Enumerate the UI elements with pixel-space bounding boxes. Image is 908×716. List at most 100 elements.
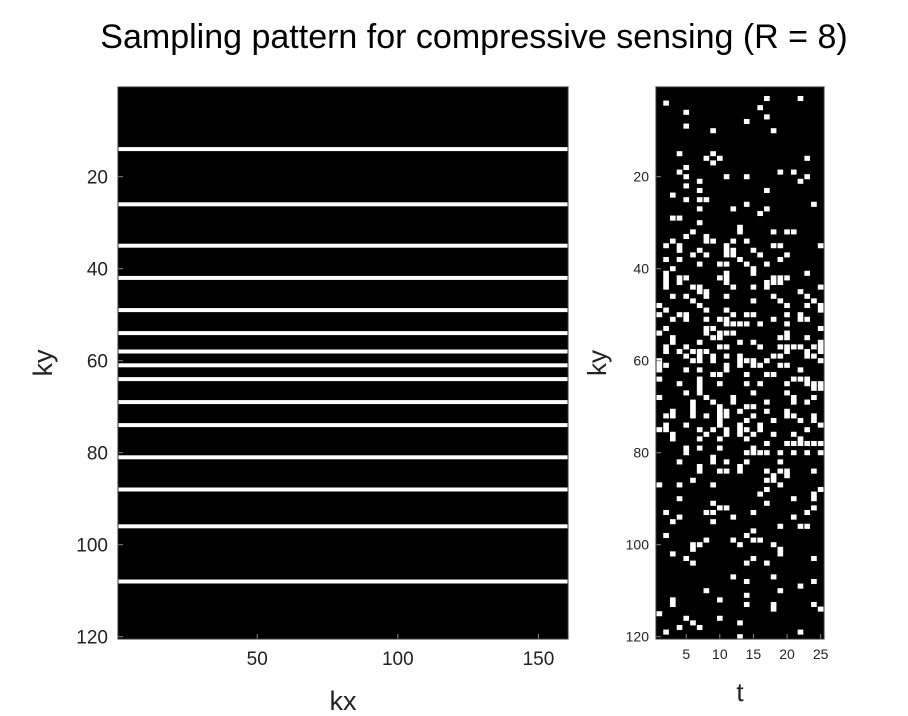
- sample-point: [717, 408, 723, 414]
- sample-point: [663, 270, 669, 276]
- sample-point: [784, 344, 790, 350]
- sample-point: [777, 279, 784, 286]
- sample-point: [669, 413, 676, 419]
- sample-point: [777, 450, 784, 456]
- sample-point: [743, 450, 750, 456]
- sample-point: [663, 279, 669, 286]
- sample-point: [683, 233, 690, 240]
- sample-point: [804, 376, 811, 382]
- sample-point: [696, 247, 703, 253]
- left-ytick-label: 60: [87, 351, 108, 372]
- sample-point: [696, 390, 703, 396]
- sample-point: [790, 514, 797, 520]
- sample-point: [710, 509, 716, 516]
- sample-point: [817, 381, 824, 387]
- right-xtick-label: 20: [779, 646, 795, 662]
- sample-point: [710, 128, 716, 134]
- sample-point: [703, 293, 710, 299]
- sample-point: [757, 210, 763, 217]
- sample-point: [764, 95, 770, 102]
- sample-point: [696, 385, 703, 391]
- sample-point: [676, 275, 683, 281]
- sample-point: [750, 404, 757, 410]
- sample-point: [723, 279, 730, 286]
- sample-point: [676, 624, 683, 631]
- right-x-axis-label: t: [736, 677, 744, 707]
- sample-point: [669, 293, 676, 299]
- sampled-ky-line: [118, 377, 568, 382]
- sample-point: [770, 243, 777, 249]
- sample-point: [743, 436, 750, 442]
- sample-point: [737, 427, 743, 433]
- sample-point: [717, 436, 723, 442]
- sample-point: [690, 298, 696, 304]
- sample-point: [717, 417, 723, 424]
- sample-point: [737, 468, 743, 474]
- sample-point: [676, 243, 683, 249]
- sample-point: [703, 155, 710, 161]
- sample-point: [683, 615, 690, 621]
- sample-point: [743, 358, 750, 364]
- sample-point: [790, 394, 797, 401]
- sample-point: [784, 275, 790, 281]
- sample-point: [703, 233, 710, 240]
- sample-point: [737, 256, 743, 263]
- sample-point: [710, 454, 716, 460]
- sample-point: [797, 312, 804, 318]
- sample-point: [797, 629, 804, 635]
- sample-point: [817, 325, 824, 332]
- sample-point: [710, 325, 716, 332]
- sample-point: [784, 408, 790, 414]
- sample-point: [696, 445, 703, 451]
- sample-point: [683, 353, 690, 359]
- sample-point: [683, 390, 690, 396]
- sample-point: [676, 247, 683, 253]
- sample-point: [737, 431, 743, 437]
- sample-point: [676, 459, 683, 465]
- sample-point: [811, 344, 817, 350]
- sample-point: [770, 477, 777, 483]
- left-ytick-label: 20: [87, 167, 108, 188]
- sample-point: [663, 629, 669, 635]
- sample-point: [743, 201, 750, 207]
- sample-point: [696, 178, 703, 184]
- left-xtick-label: 50: [247, 649, 268, 670]
- sample-point: [784, 348, 790, 355]
- sample-point: [777, 169, 784, 175]
- sample-point: [804, 399, 811, 405]
- sample-point: [750, 266, 757, 272]
- sample-point: [663, 256, 669, 263]
- sample-point: [750, 390, 757, 396]
- sample-point: [817, 302, 824, 309]
- sample-point: [764, 468, 770, 474]
- sample-point: [797, 95, 804, 102]
- sample-point: [743, 174, 750, 180]
- sample-point: [683, 445, 690, 451]
- sample-point: [703, 316, 710, 322]
- sample-point: [804, 348, 811, 355]
- sample-point: [723, 459, 730, 465]
- right-xtick-label: 15: [746, 646, 762, 662]
- sample-point: [683, 197, 690, 203]
- sample-point: [757, 427, 763, 433]
- sample-point: [676, 215, 683, 221]
- sample-point: [669, 601, 676, 608]
- sampled-ky-line: [118, 331, 568, 336]
- sample-point: [696, 261, 703, 267]
- sample-point: [723, 275, 730, 281]
- sample-point: [683, 367, 690, 373]
- sample-point: [663, 100, 669, 106]
- sample-point: [730, 537, 737, 543]
- sample-point: [790, 229, 797, 235]
- sample-point: [757, 321, 763, 327]
- sample-point: [750, 450, 757, 456]
- sample-point: [811, 413, 817, 419]
- sample-point: [717, 316, 723, 322]
- sample-point: [683, 174, 690, 180]
- right-ytick-label: 60: [633, 353, 649, 369]
- sample-point: [777, 298, 784, 304]
- sample-point: [669, 238, 676, 244]
- right-xtick-label: 25: [813, 646, 829, 662]
- plot-background: [118, 87, 568, 639]
- sample-point: [656, 427, 663, 433]
